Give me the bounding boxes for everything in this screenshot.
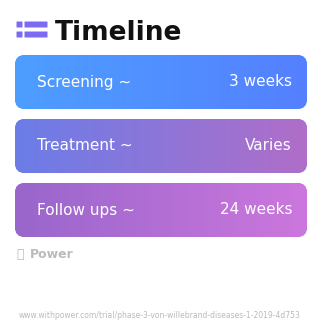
- FancyBboxPatch shape: [15, 119, 307, 173]
- FancyBboxPatch shape: [17, 22, 22, 27]
- Text: www.withpower.com/trial/phase-3-von-willebrand-diseases-1-2019-4d753: www.withpower.com/trial/phase-3-von-will…: [19, 311, 301, 319]
- Text: ␧: ␧: [16, 249, 23, 262]
- FancyBboxPatch shape: [17, 31, 22, 38]
- Text: Treatment ~: Treatment ~: [37, 139, 132, 153]
- Text: 3 weeks: 3 weeks: [229, 75, 292, 90]
- Text: Screening ~: Screening ~: [37, 75, 131, 90]
- FancyBboxPatch shape: [25, 31, 47, 38]
- Text: Timeline: Timeline: [55, 20, 182, 46]
- Text: Follow ups ~: Follow ups ~: [37, 202, 135, 217]
- FancyBboxPatch shape: [15, 183, 307, 237]
- Text: 24 weeks: 24 weeks: [220, 202, 292, 217]
- Text: Power: Power: [30, 249, 74, 262]
- Text: Varies: Varies: [245, 139, 292, 153]
- FancyBboxPatch shape: [25, 22, 47, 27]
- FancyBboxPatch shape: [15, 55, 307, 109]
